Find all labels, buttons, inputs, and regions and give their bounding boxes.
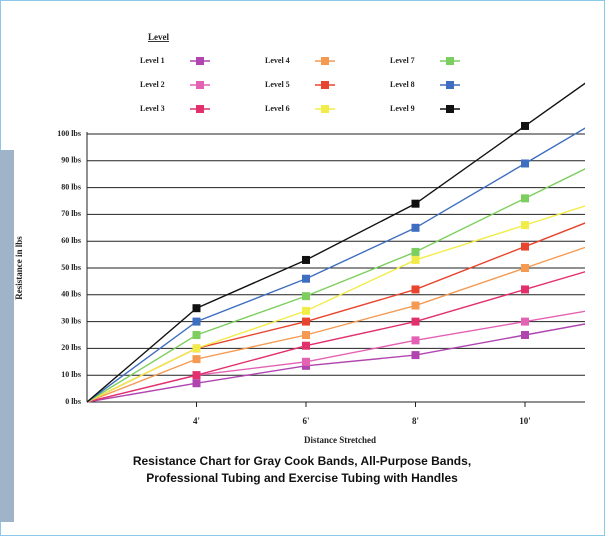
y-tick-label: 0 lbs xyxy=(65,397,81,406)
y-tick-label: 10 lbs xyxy=(61,370,81,379)
point xyxy=(192,379,201,388)
point xyxy=(302,341,310,350)
x-tick-label: 6' xyxy=(302,416,309,426)
y-tick-label: 80 lbs xyxy=(61,182,81,191)
point xyxy=(411,199,420,208)
point xyxy=(302,331,310,339)
line-extension xyxy=(524,127,585,165)
point xyxy=(302,255,310,264)
point xyxy=(521,285,529,294)
point xyxy=(521,159,529,168)
point xyxy=(521,194,529,203)
legend-label: Level 1 xyxy=(140,56,165,65)
point xyxy=(192,304,201,313)
caption: Professional Tubing and Exercise Tubing … xyxy=(146,471,458,485)
line-extension xyxy=(524,271,585,291)
legend-swatch xyxy=(196,57,204,65)
legend-swatch xyxy=(321,81,329,89)
legend-swatch xyxy=(321,57,329,65)
point xyxy=(302,306,310,315)
legend-label: Level 4 xyxy=(265,56,290,65)
point xyxy=(192,331,201,339)
point xyxy=(521,242,529,251)
legend-swatch xyxy=(446,81,454,89)
line-extension xyxy=(524,323,585,336)
point xyxy=(192,344,201,353)
point xyxy=(521,317,529,326)
x-tick-label: 10' xyxy=(519,416,531,426)
legend-label: Level 8 xyxy=(390,80,415,89)
side-strip xyxy=(0,150,14,522)
x-tick-label: 4' xyxy=(193,416,200,426)
point xyxy=(302,357,310,366)
point xyxy=(411,351,420,360)
point xyxy=(411,301,420,310)
x-axis-title: Distance Stretched xyxy=(304,435,376,445)
y-tick-label: 70 lbs xyxy=(61,209,81,218)
caption: Resistance Chart for Gray Cook Bands, Al… xyxy=(133,454,471,468)
x-tick-label: 8' xyxy=(412,416,419,426)
legend-swatch xyxy=(196,105,204,113)
line-extension xyxy=(524,168,585,199)
point xyxy=(192,355,201,364)
point xyxy=(302,317,310,326)
point xyxy=(302,361,310,370)
point xyxy=(521,264,529,272)
line-extension xyxy=(524,222,585,248)
legend-swatch xyxy=(321,105,329,113)
line-extension xyxy=(524,246,585,269)
point xyxy=(521,331,529,339)
line-extension xyxy=(524,82,585,127)
y-axis-title: Resistance in lbs xyxy=(14,236,24,300)
point xyxy=(411,317,420,326)
y-tick-label: 100 lbs xyxy=(57,129,81,138)
point xyxy=(411,247,420,256)
line-extension xyxy=(524,205,585,226)
point xyxy=(302,274,310,283)
legend-label: Level 3 xyxy=(140,104,165,113)
legend-label: Level 7 xyxy=(390,56,415,65)
point xyxy=(521,121,529,130)
legend-swatch xyxy=(446,105,454,113)
legend-label: Level 9 xyxy=(390,104,415,113)
y-tick-label: 40 lbs xyxy=(61,290,81,299)
point xyxy=(411,255,420,264)
legend-label: Level 6 xyxy=(265,104,290,113)
point xyxy=(302,292,310,301)
point xyxy=(411,223,420,232)
legend-title: Level xyxy=(148,32,169,42)
legend-label: Level 5 xyxy=(265,80,290,89)
point xyxy=(192,371,201,380)
legend-swatch xyxy=(446,57,454,65)
point xyxy=(521,221,529,230)
point xyxy=(192,317,201,326)
legend-label: Level 2 xyxy=(140,80,165,89)
point xyxy=(411,285,420,294)
y-tick-label: 50 lbs xyxy=(61,263,81,272)
line-extension xyxy=(524,310,585,323)
y-tick-label: 90 lbs xyxy=(61,156,81,165)
y-tick-label: 20 lbs xyxy=(61,343,81,352)
y-tick-label: 60 lbs xyxy=(61,236,81,245)
legend-swatch xyxy=(196,81,204,89)
y-tick-label: 30 lbs xyxy=(61,316,81,325)
point xyxy=(411,336,420,345)
